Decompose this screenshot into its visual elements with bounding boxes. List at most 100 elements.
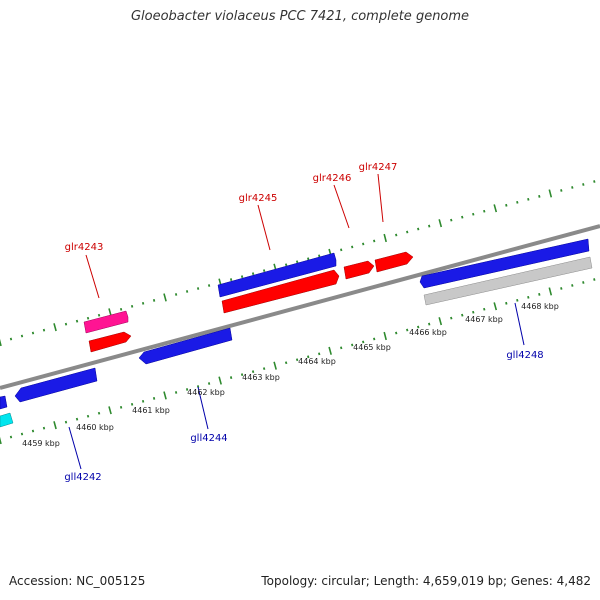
outer-minor-tick xyxy=(527,197,530,201)
kbp-label-4459: 4459 kbp xyxy=(22,439,60,448)
outer-minor-tick xyxy=(450,218,453,222)
inner-minor-tick xyxy=(373,337,376,341)
outer-minor-tick xyxy=(516,200,519,204)
leader-gll4242 xyxy=(68,426,82,470)
inner-minor-tick xyxy=(428,322,431,326)
inner-major-tick xyxy=(0,436,2,445)
label-gll4248: gll4248 xyxy=(506,350,543,361)
outer-minor-tick xyxy=(560,189,563,192)
inner-minor-tick xyxy=(284,361,288,365)
inner-minor-tick xyxy=(318,352,321,356)
accession-text: Accession: NC_005125 xyxy=(9,574,146,588)
inner-minor-tick xyxy=(450,316,453,320)
kbp-label-4465: 4465 kbp xyxy=(353,343,391,352)
inner-major-tick xyxy=(493,302,498,311)
outer-minor-tick xyxy=(9,337,13,341)
inner-major-tick xyxy=(328,346,332,355)
outer-major-tick xyxy=(53,323,57,332)
outer-minor-tick xyxy=(75,319,79,323)
genome-backbone xyxy=(0,224,600,390)
outer-minor-tick xyxy=(20,334,24,338)
kbp-label-4464: 4464 kbp xyxy=(298,357,336,366)
outer-minor-tick xyxy=(86,316,90,320)
outer-minor-tick xyxy=(472,212,475,216)
inner-tick-track xyxy=(0,278,596,445)
outer-minor-tick xyxy=(284,263,288,267)
outer-minor-tick xyxy=(483,209,486,213)
inner-minor-tick xyxy=(472,310,475,314)
outer-minor-tick xyxy=(307,257,310,261)
inner-minor-tick xyxy=(42,426,46,430)
inner-minor-tick xyxy=(20,432,24,436)
inner-minor-tick xyxy=(119,405,123,409)
outer-major-tick xyxy=(163,293,167,302)
label-glr4246: glr4246 xyxy=(313,173,352,184)
leader-glr4246 xyxy=(333,184,350,229)
inner-minor-tick xyxy=(229,376,233,380)
outer-minor-tick xyxy=(417,227,420,231)
outer-minor-tick xyxy=(582,183,585,186)
inner-major-tick xyxy=(383,331,387,341)
inner-minor-tick xyxy=(406,328,409,332)
inner-minor-tick xyxy=(582,281,585,284)
inner-major-tick xyxy=(53,421,57,430)
outer-minor-tick xyxy=(362,242,365,246)
gene-block-upper-blue xyxy=(217,252,337,298)
leader-gll4248 xyxy=(514,302,525,346)
inner-major-tick xyxy=(438,317,443,326)
gene-lower-blue-1 xyxy=(14,367,98,403)
gene-cyan xyxy=(0,412,14,428)
outer-minor-tick xyxy=(461,215,464,219)
outer-minor-tick xyxy=(251,272,255,276)
leader-glr4245 xyxy=(257,204,271,251)
outer-minor-tick xyxy=(406,230,409,234)
inner-minor-tick xyxy=(461,313,464,317)
inner-major-tick xyxy=(218,376,222,385)
gene-gray xyxy=(423,256,593,306)
leader-gll4244 xyxy=(197,386,209,430)
inner-minor-tick xyxy=(351,343,354,347)
inner-minor-tick xyxy=(152,396,156,400)
gene-glr4246 xyxy=(343,260,375,280)
outer-minor-tick xyxy=(340,248,343,252)
kbp-label-4460: 4460 kbp xyxy=(76,423,114,432)
inner-minor-tick xyxy=(307,355,310,359)
inner-minor-tick xyxy=(130,402,134,406)
outer-minor-tick xyxy=(119,307,123,311)
outer-minor-tick xyxy=(262,269,266,273)
inner-minor-tick xyxy=(362,340,365,344)
outer-minor-tick xyxy=(351,245,354,249)
inner-minor-tick xyxy=(207,382,211,385)
inner-minor-tick xyxy=(141,399,145,403)
outer-minor-tick xyxy=(42,328,46,332)
inner-minor-tick xyxy=(31,429,35,433)
outer-major-tick xyxy=(0,338,2,347)
inner-minor-tick xyxy=(174,391,178,394)
outer-minor-tick xyxy=(295,260,299,264)
inner-minor-tick xyxy=(185,388,189,391)
inner-minor-tick xyxy=(240,373,244,377)
inner-minor-tick xyxy=(527,295,530,299)
gene-lower-blue-2 xyxy=(138,327,233,365)
outer-minor-tick xyxy=(130,304,134,308)
outer-minor-tick xyxy=(395,233,398,237)
genome-title: Gloeobacter violaceus PCC 7421, complete… xyxy=(130,9,470,24)
label-gll4242: gll4242 xyxy=(64,472,101,483)
kbp-label-4467: 4467 kbp xyxy=(465,315,503,324)
outer-major-tick xyxy=(438,219,443,228)
outer-minor-tick xyxy=(571,186,574,189)
outer-minor-tick xyxy=(505,203,508,207)
inner-minor-tick xyxy=(9,435,13,439)
kbp-label-4463: 4463 kbp xyxy=(242,373,280,382)
outer-minor-tick xyxy=(593,180,596,183)
inner-minor-tick xyxy=(295,358,299,362)
label-glr4247: glr4247 xyxy=(359,162,398,173)
gene-block-upper-blue-2 xyxy=(419,238,590,289)
outer-minor-tick xyxy=(538,194,541,198)
inner-minor-tick xyxy=(505,301,508,305)
kbp-label-4461: 4461 kbp xyxy=(132,406,170,415)
outer-minor-tick xyxy=(207,284,211,287)
label-gll4244: gll4244 xyxy=(190,433,227,444)
outer-major-tick xyxy=(383,233,387,243)
